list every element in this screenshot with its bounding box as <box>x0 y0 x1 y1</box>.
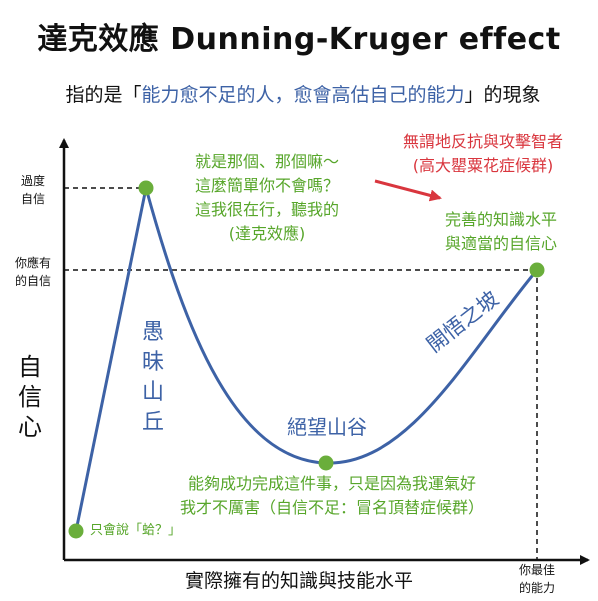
peak-point <box>138 180 154 196</box>
subtitle-highlight: 能力愈不足的人，愈會高估自己的能力 <box>141 84 465 106</box>
start-point <box>68 523 84 539</box>
impostor-annotation: 無謂地反抗與攻擊智者 (高大罌粟花症候群) <box>402 132 563 175</box>
end-point <box>529 262 545 278</box>
y-tick-appropriate-confidence: 你應有 的自信 <box>14 256 51 288</box>
valley-annotation: 能夠成功完成這件事，只是因為我運氣好 我才不厲害（自信不足：冒名頂替症候群） <box>179 474 484 517</box>
y-tick-overconfidence: 過度 自信 <box>20 174 45 206</box>
diagram-title: 達克效應 Dunning-Kruger effect <box>37 22 561 57</box>
y-axis-label: 自 信 心 <box>18 353 42 441</box>
red-arrow <box>374 179 442 202</box>
x-axis-end-label: 你最佳 的能力 <box>518 563 555 595</box>
subtitle-suffix: 」的現象 <box>464 84 541 106</box>
peak-annotation: 就是那個、那個嘛～ 這麼簡單你不會嗎？ 這我很在行，聽我的 (達克效應) <box>194 152 339 243</box>
valley-label: 絕望山谷 <box>287 415 367 439</box>
mount-stupid-label: 愚 昧 山 丘 <box>141 320 164 435</box>
subtitle-prefix: 指的是「 <box>65 84 142 106</box>
start-annotation: 只會說「蛤？」 <box>90 523 182 538</box>
valley-point <box>318 455 334 471</box>
diagram-subtitle: 指的是「能力愈不足的人，愈會高估自己的能力」的現象 <box>8 80 598 107</box>
x-axis-label: 實際擁有的知識與技能水平 <box>184 570 413 592</box>
end-annotation: 完善的知識水平 與適當的自信心 <box>444 210 557 253</box>
